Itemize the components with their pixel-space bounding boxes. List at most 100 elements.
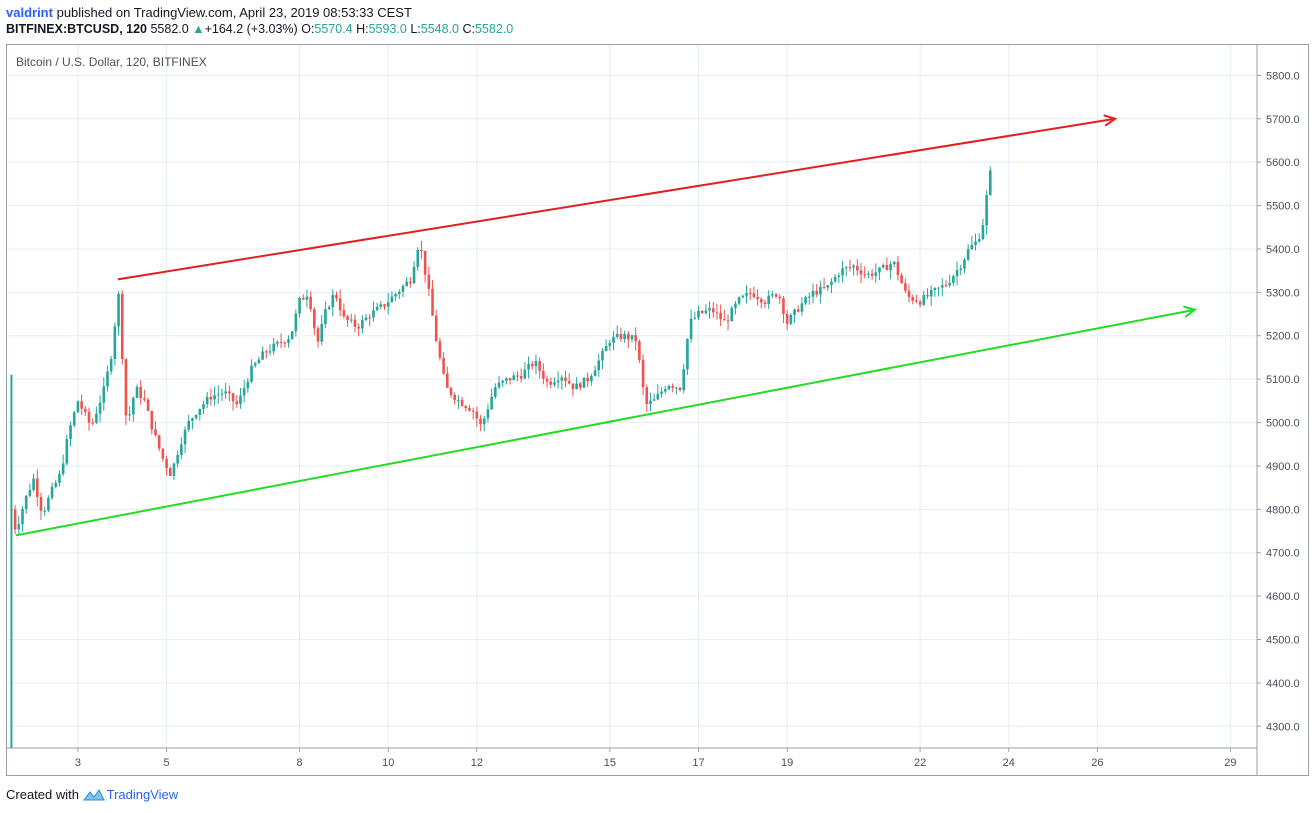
y-tick-label: 4300.0 <box>1266 721 1300 733</box>
candle-body <box>501 380 505 383</box>
candle-body <box>863 274 867 276</box>
publish-line: valdrint published on TradingView.com, A… <box>6 5 412 20</box>
candle-body <box>120 293 124 360</box>
candle-body <box>601 351 604 361</box>
candle-body <box>301 297 305 300</box>
candle-body <box>409 281 412 284</box>
candle-body <box>379 304 383 307</box>
candle-body <box>50 486 54 498</box>
candle-body <box>228 391 231 394</box>
candle-body <box>715 312 719 314</box>
candle-body <box>65 439 69 464</box>
candle-body <box>405 281 408 287</box>
candle-body <box>87 411 91 423</box>
candle-body <box>649 400 652 404</box>
price-change: +164.2 (+3.03%) <box>204 22 298 36</box>
candle-body <box>172 463 176 477</box>
author-link[interactable]: valdrint <box>6 5 53 20</box>
candle-body <box>253 363 257 366</box>
candle-body <box>542 370 545 379</box>
x-tick-label: 10 <box>382 757 394 769</box>
candle-body <box>335 294 338 299</box>
y-tick-label: 5800.0 <box>1266 70 1300 82</box>
candle-body <box>926 295 929 297</box>
candle-body <box>283 342 287 344</box>
candle-body <box>205 396 209 405</box>
candle-body <box>216 394 220 396</box>
candle-body <box>24 495 28 509</box>
candle-body <box>290 331 294 340</box>
candle-body <box>346 316 349 321</box>
candle-body <box>878 267 881 273</box>
candle-body <box>556 380 560 383</box>
candle-body <box>630 335 634 340</box>
candle-body <box>309 296 312 310</box>
candle-body <box>265 351 268 353</box>
candle-body <box>446 373 449 388</box>
candle-body <box>231 393 235 402</box>
candle-body <box>198 408 202 415</box>
candle-body <box>944 285 948 287</box>
candle-body <box>641 359 645 388</box>
up-triangle-icon: ▲ <box>192 22 205 36</box>
candle-body <box>180 444 183 455</box>
candle-body <box>671 385 674 388</box>
trend-lines <box>15 114 1198 537</box>
candle-body <box>929 289 933 297</box>
candle-body <box>165 458 168 469</box>
candle-body <box>933 288 937 290</box>
candle-body <box>349 319 353 321</box>
candle-body <box>638 341 641 360</box>
candle-body <box>250 365 253 382</box>
candle-body <box>793 309 796 315</box>
candle-body <box>39 496 43 511</box>
candle-body <box>98 402 102 414</box>
candle-body <box>593 370 597 377</box>
candle-body <box>69 425 72 440</box>
candle-body <box>774 294 778 297</box>
last-price: 5582.0 <box>150 22 189 36</box>
candle-body <box>368 317 372 319</box>
candle-body <box>364 317 368 321</box>
open-value: 5570.4 <box>314 22 353 36</box>
candle-body <box>745 293 748 296</box>
candle-body <box>497 382 501 388</box>
y-tick-label: 5000.0 <box>1266 418 1300 430</box>
candle-body <box>844 267 848 269</box>
candle-body <box>830 281 833 286</box>
tradingview-logo-icon <box>82 789 105 801</box>
candle-body <box>202 404 205 409</box>
candle-body <box>276 341 279 344</box>
candle-body <box>815 291 818 295</box>
high-label: H: <box>356 22 369 36</box>
candle-body <box>128 414 131 416</box>
candle-body <box>627 333 630 340</box>
candle-body <box>420 250 423 252</box>
candle-body <box>416 250 420 267</box>
trend-arrow-head <box>1183 305 1198 318</box>
candle-body <box>678 387 682 391</box>
candle-body <box>28 490 32 496</box>
time-axis: 3 5 8 10 12 15 17 19 22 24 26 29 <box>7 747 1257 769</box>
candle-body <box>272 343 275 352</box>
candle-body <box>43 510 46 512</box>
tradingview-link[interactable]: TradingView <box>106 787 179 802</box>
candle-body <box>176 454 179 464</box>
candle-body <box>634 335 637 342</box>
candle-body <box>357 326 360 329</box>
candle-body <box>150 410 154 430</box>
close-value: 5582.0 <box>474 22 514 36</box>
candle-body <box>54 482 58 487</box>
y-tick-label: 4400.0 <box>1266 678 1300 690</box>
candle-body <box>342 310 346 317</box>
candle-body <box>771 294 774 296</box>
chart-frame[interactable]: 4300.0 4400.0 4500.0 4600.0 4700.0 4800.0 4900… <box>6 44 1309 776</box>
candle-body <box>538 361 541 371</box>
candle-body <box>220 393 224 395</box>
candle-body <box>737 297 741 304</box>
candle-body <box>527 363 530 370</box>
candle-body <box>981 225 985 240</box>
candle-body <box>575 383 578 390</box>
price-chart[interactable]: 4300.0 4400.0 4500.0 4600.0 4700.0 4800.0 4900… <box>7 45 1308 775</box>
candle-body <box>76 401 80 413</box>
